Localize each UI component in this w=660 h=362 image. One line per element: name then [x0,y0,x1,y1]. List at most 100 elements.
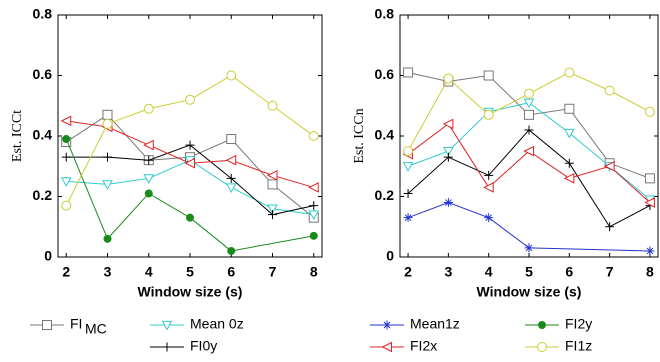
data-point [225,154,237,166]
data-point [308,210,320,221]
legend-marker [42,320,52,330]
data-point [186,213,194,222]
data-point [443,198,453,208]
legend-label: FI [70,316,82,332]
y-tick-label: 0.4 [375,127,395,143]
data-point [523,98,535,109]
legend-label: Mean 0z [190,316,244,332]
data-point [62,135,71,144]
x-tick-label: 7 [606,264,614,280]
data-point [443,73,454,84]
data-point [403,213,413,223]
x-tick-label: 6 [565,264,573,280]
x-tick-label: 3 [104,264,112,280]
x-tick-label: 2 [404,264,412,280]
data-point [267,179,278,190]
data-point [268,210,277,220]
data-point [605,222,615,232]
data-point [309,231,318,240]
data-point [143,174,155,184]
data-point [143,103,154,114]
data-point [523,145,534,157]
data-point [524,88,534,99]
x-tick-label: 2 [62,264,70,280]
data-point [267,100,278,111]
y-tick-label: 0.2 [33,187,53,203]
y-tick-label: 0.8 [375,6,395,22]
data-point [644,197,655,208]
plot-area [399,14,659,258]
data-point [226,70,237,81]
data-point [185,140,195,150]
x-tick-label: 8 [310,264,318,280]
data-point [564,103,575,114]
series-line [65,138,314,252]
data-point [185,94,195,105]
data-point [143,139,154,151]
data-point [524,125,534,135]
legend-marker [382,320,392,330]
data-point [644,106,655,117]
legend-marker [161,320,173,331]
y-axis-label: Est. ICCt [10,110,25,162]
data-point [442,118,454,130]
y-axis-label: Est. ICCn [352,108,367,163]
data-point [524,109,534,120]
data-point [144,189,153,198]
data-point [309,201,319,211]
data-point [403,146,414,157]
data-point [60,115,72,127]
y-tick-label: 0 [44,248,52,264]
legend-label: FI2x [410,338,437,354]
y-tick-label: 0.8 [33,6,53,22]
data-point [563,128,575,139]
data-point [402,162,414,172]
x-tick-label: 8 [646,264,654,280]
data-point [61,200,72,211]
data-point [102,180,113,190]
data-point [103,152,112,162]
data-point [483,109,494,120]
legend-label: Mean1z [410,316,460,332]
data-point [563,173,575,184]
legend-marker [162,342,172,352]
data-point [443,147,454,157]
data-point [308,131,319,141]
data-point [604,85,615,96]
x-tick-label: 7 [269,264,277,280]
legend-label: FI1z [565,338,592,354]
x-tick-label: 5 [525,264,533,280]
data-point [226,173,236,183]
data-point [184,157,195,169]
data-point [102,109,113,120]
legend-label: FI0y [190,338,217,354]
x-tick-label: 4 [145,264,153,280]
y-tick-label: 0.6 [375,66,395,82]
data-point [564,67,575,78]
data-point [61,152,71,162]
data-point [226,134,237,145]
data-point [266,170,278,181]
data-point [524,243,534,253]
data-point [645,246,655,256]
data-point [225,183,237,193]
data-point [483,182,494,193]
x-tick-label: 3 [444,264,452,280]
data-point [403,188,413,198]
data-point [227,246,236,255]
data-point [644,173,655,184]
data-point [267,204,278,215]
data-point [60,177,72,187]
legend-label: FI2y [565,316,592,332]
data-point [403,67,414,78]
x-tick-label: 6 [227,264,235,280]
data-point [483,70,494,81]
y-tick-label: 0.6 [33,66,53,82]
data-point [484,213,494,223]
legend-marker [537,342,547,352]
y-tick-label: 0 [386,248,394,264]
data-point [103,234,112,243]
x-tick-label: 4 [485,264,493,280]
x-tick-label: 5 [186,264,194,280]
legend-subscript: MC [85,321,107,337]
